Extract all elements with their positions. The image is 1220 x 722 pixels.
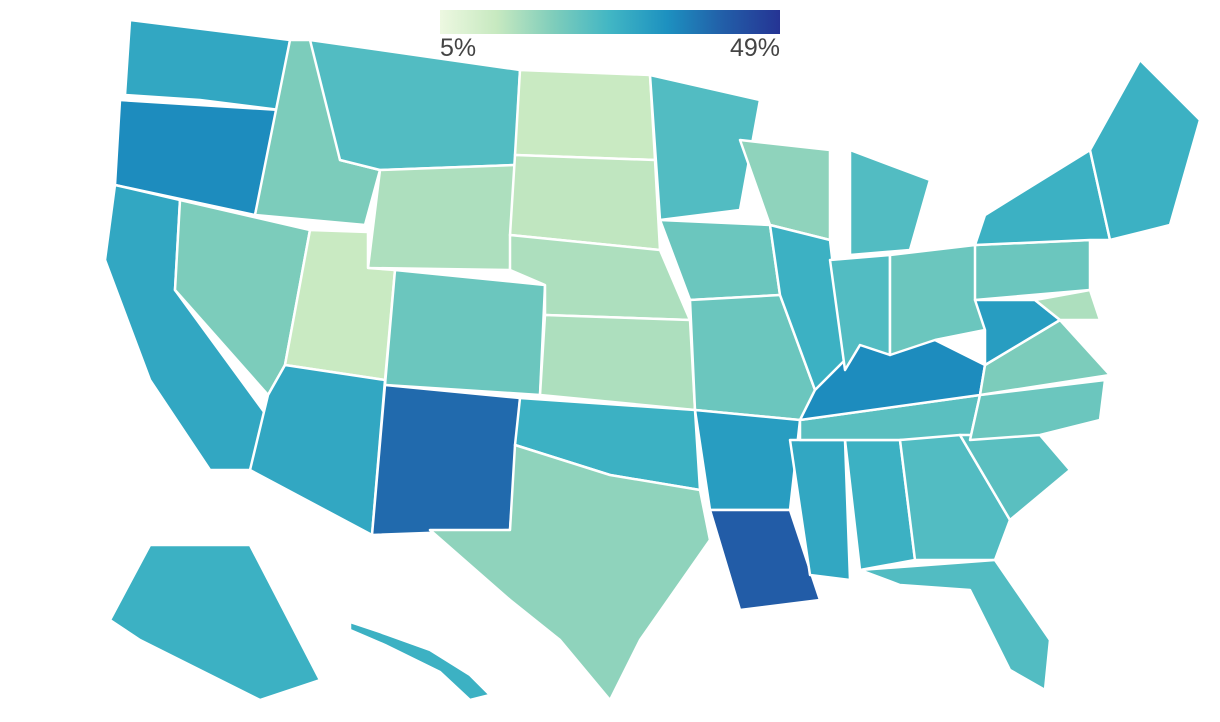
region [858, 558, 1052, 692]
region [898, 433, 1012, 562]
legend: 5% 49% [440, 10, 780, 62]
region [648, 73, 762, 222]
region [108, 543, 322, 702]
region [383, 268, 547, 397]
region [538, 313, 697, 412]
region [828, 253, 892, 372]
region [513, 68, 657, 162]
region [123, 18, 292, 112]
region [366, 163, 517, 272]
region [348, 620, 492, 702]
legend-bar [440, 10, 780, 34]
region [973, 298, 1062, 367]
region [973, 238, 1092, 302]
region [508, 153, 662, 252]
region [888, 243, 987, 357]
region [1033, 288, 1102, 322]
regions [103, 18, 1202, 702]
region [1088, 58, 1202, 242]
region [658, 218, 782, 302]
region [693, 408, 802, 512]
region [973, 148, 1112, 247]
legend-min-label: 5% [440, 34, 476, 62]
region [708, 508, 822, 612]
region [968, 378, 1107, 442]
region [248, 363, 387, 537]
region [370, 383, 522, 537]
legend-max-label: 49% [730, 34, 780, 62]
region [848, 148, 932, 257]
region [428, 443, 712, 702]
region [308, 38, 522, 172]
